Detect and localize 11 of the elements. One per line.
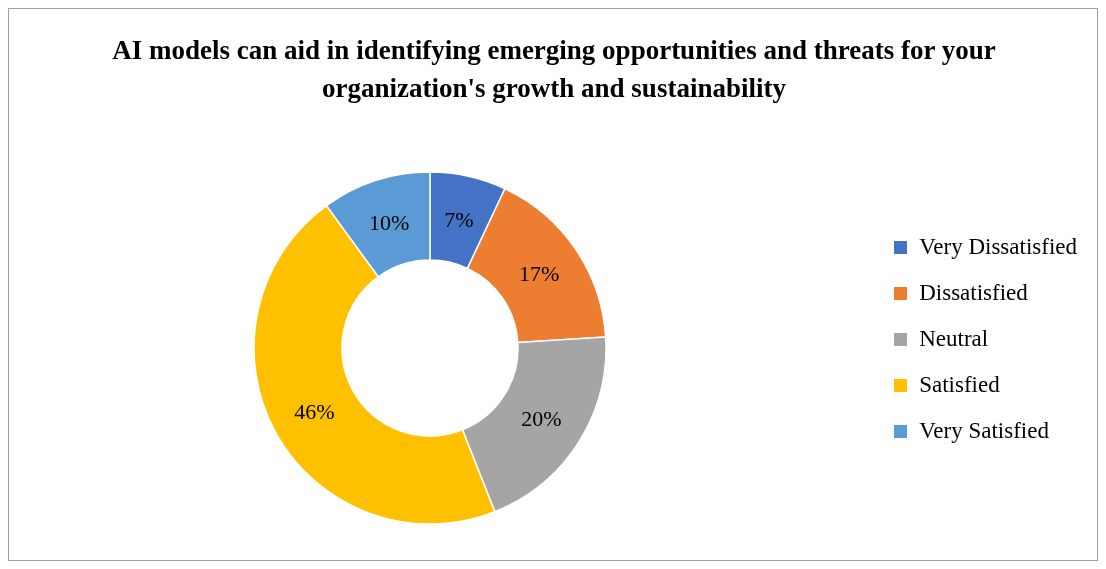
legend-label: Very Dissatisfied xyxy=(919,233,1077,261)
data-label: 10% xyxy=(369,209,410,235)
chart-title: AI models can aid in identifying emerging opportunities and threats for your organization's growth and sustainability xyxy=(111,34,997,105)
data-label: 7% xyxy=(444,206,474,232)
legend-label: Very Satisfied xyxy=(919,417,1049,445)
data-label: 46% xyxy=(294,399,335,425)
legend-label: Satisfied xyxy=(919,371,1000,399)
data-label: 20% xyxy=(521,406,562,432)
legend-label: Dissatisfied xyxy=(919,279,1028,307)
data-label: 17% xyxy=(519,261,560,287)
legend-label: Neutral xyxy=(919,325,989,353)
